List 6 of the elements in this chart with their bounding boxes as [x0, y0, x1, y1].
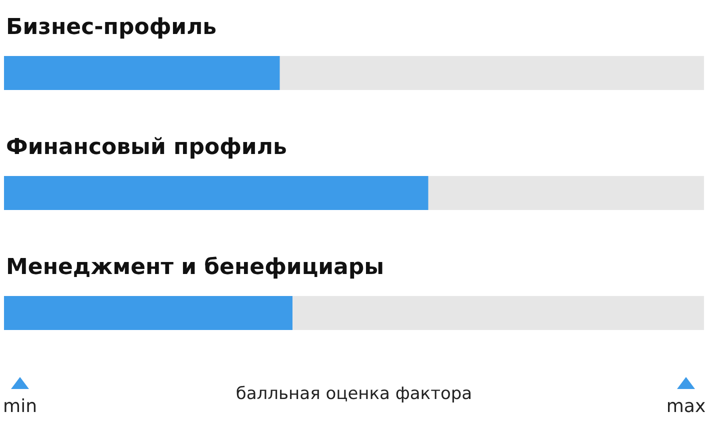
x-axis-title: балльная оценка фактора: [236, 384, 472, 404]
text: max: [666, 396, 706, 417]
y-tick-label: Менеджмент и бенефициары: [6, 255, 384, 280]
text: min: [3, 396, 37, 417]
y-tick-label: Бизнес-профиль: [6, 15, 217, 40]
y-tick-label: Финансовый профиль: [6, 135, 287, 160]
